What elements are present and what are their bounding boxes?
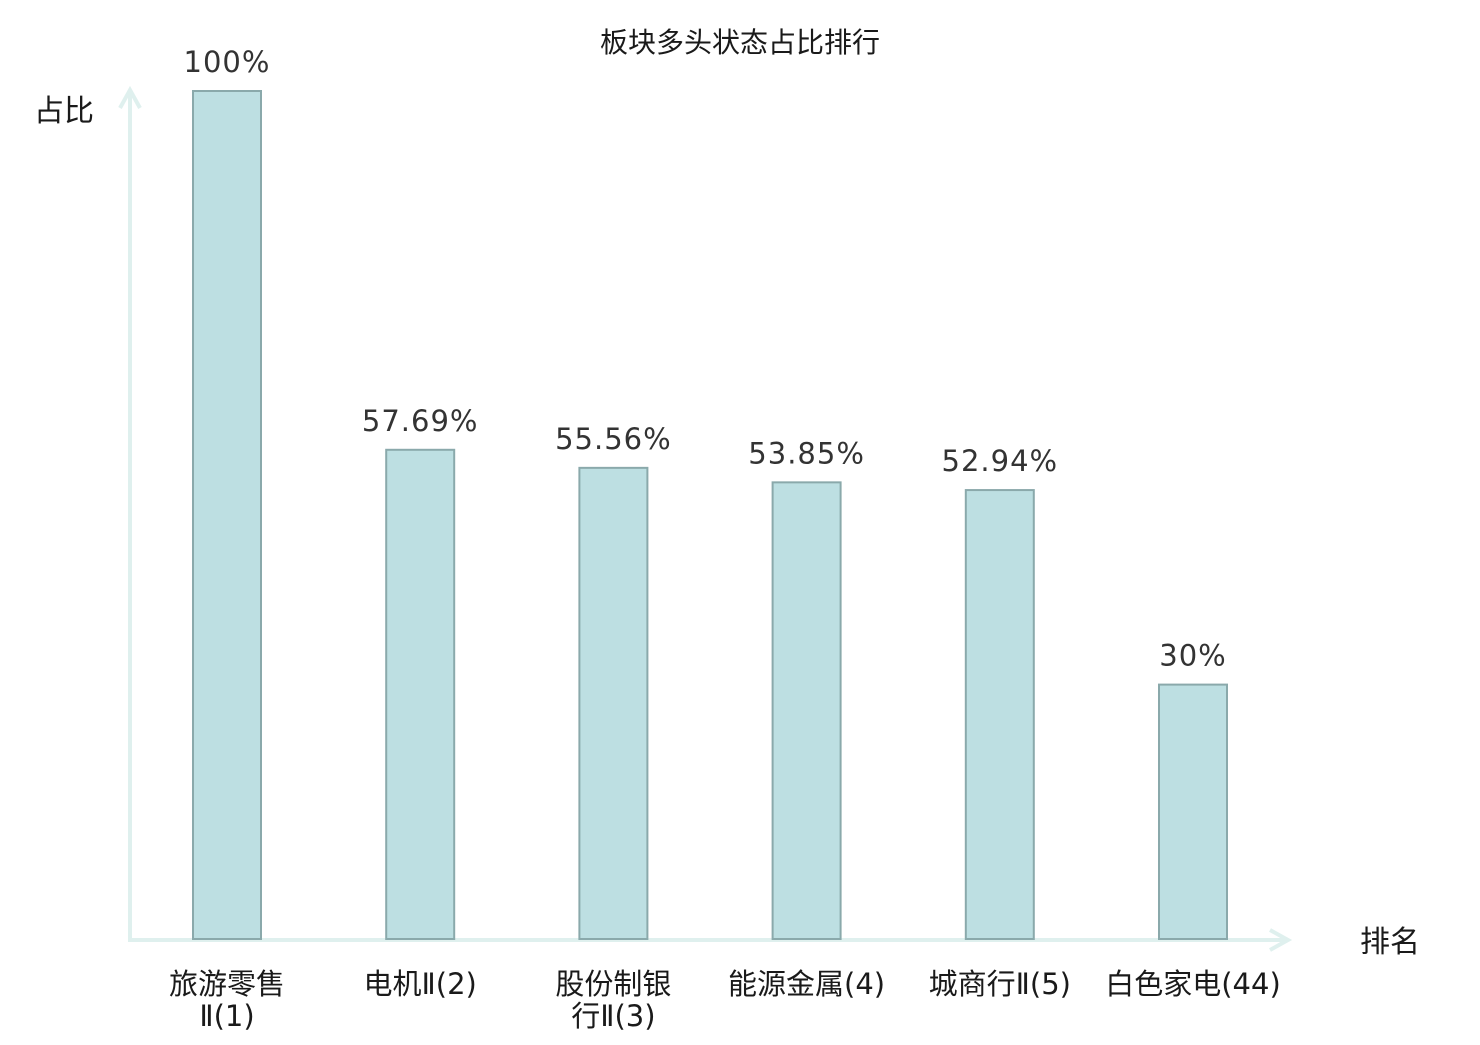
category-label-2-line-1: 电机Ⅱ(2) [364,967,477,1001]
value-label-1: 100% [184,45,271,79]
bar-6 [1158,683,1228,940]
category-label-1-line-2: Ⅱ(1) [199,999,254,1033]
category-label-1-line-1: 旅游零售 [169,967,285,1001]
bar-4 [771,481,842,940]
value-label-3: 55.56% [555,422,672,456]
value-label-6: 30% [1159,639,1226,673]
bar-1 [192,90,262,940]
category-label-3-line-1: 股份制银 [555,967,671,1001]
x-axis-arrow [1269,928,1293,952]
bar-5 [964,489,1035,940]
x-axis-label: 排名 [1360,925,1420,960]
bar-3 [578,466,649,940]
value-label-2: 57.69% [362,404,479,438]
value-label-5: 52.94% [942,444,1059,478]
category-label-6-line-1: 白色家电(44) [1105,967,1281,1001]
category-label-4-line-1: 能源金属(4) [728,967,885,1001]
chart-title: 板块多头状态占比排行 [600,26,880,59]
y-axis-arrow [118,85,142,109]
bar-2 [385,448,456,940]
category-label-3-line-2: 行Ⅱ(3) [571,999,655,1033]
value-label-4: 53.85% [748,436,865,470]
category-label-5-line-1: 城商行Ⅱ(5) [929,967,1071,1001]
y-axis-label: 占比 [34,94,94,129]
